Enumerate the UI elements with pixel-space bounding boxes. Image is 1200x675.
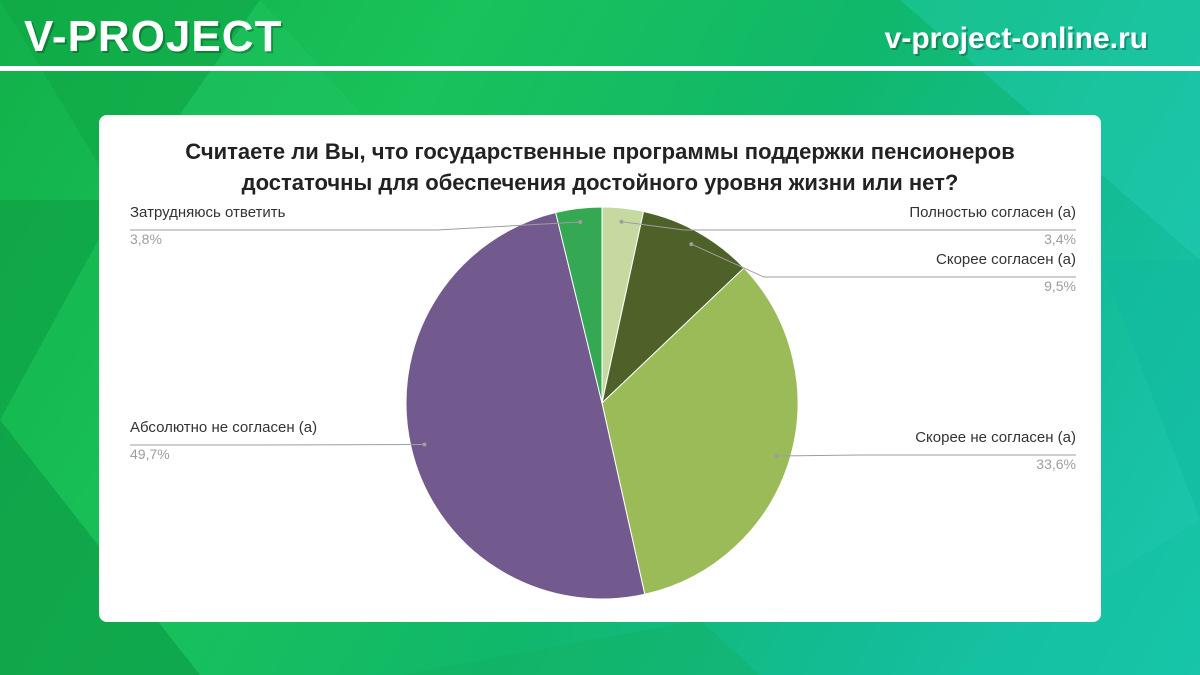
pie-chart	[130, 206, 1076, 600]
leader-line-fully-agree	[621, 221, 1076, 231]
chart-card: Считаете ли Вы, что государственные прог…	[99, 115, 1101, 622]
slice-label-rather-disagree: Скорее не согласен (а)	[915, 429, 1076, 446]
slice-label-fully-agree: Полностью согласен (а)	[909, 204, 1076, 221]
chart-title: Считаете ли Вы, что государственные прог…	[99, 136, 1101, 198]
pie-slice-rather-disagree	[601, 267, 799, 595]
header-divider	[0, 66, 1200, 71]
chart-title-line-1: Считаете ли Вы, что государственные прог…	[185, 139, 1015, 164]
slice-label-rather-agree: Скорее согласен (а)	[936, 251, 1076, 268]
leader-line-rather-disagree	[776, 454, 1076, 457]
slice-label-absolutely-disagree: Абсолютно не согласен (а)	[130, 419, 318, 436]
brand-logo: V-PROJECT	[24, 12, 283, 61]
slice-value-absolutely-disagree: 49,7%	[130, 446, 170, 462]
leader-line-absolutely-disagree	[130, 443, 425, 446]
leader-line-hard-to-answer	[130, 221, 581, 231]
slice-label-hard-to-answer: Затрудняюсь ответить	[130, 204, 286, 221]
slice-value-rather-agree: 9,5%	[1044, 278, 1076, 294]
pie-slice-hard-to-answer	[555, 206, 603, 404]
slice-value-hard-to-answer: 3,8%	[130, 231, 162, 247]
slice-value-rather-disagree: 33,6%	[1036, 456, 1076, 472]
chart-title-line-2: достаточны для обеспечения достойного ур…	[241, 170, 959, 195]
pie-slice-absolutely-disagree	[405, 211, 646, 600]
site-url: v-project-online.ru	[884, 22, 1148, 55]
slice-value-fully-agree: 3,4%	[1044, 231, 1076, 247]
pie-slice-rather-agree	[601, 210, 745, 405]
leader-line-rather-agree	[691, 243, 1076, 278]
